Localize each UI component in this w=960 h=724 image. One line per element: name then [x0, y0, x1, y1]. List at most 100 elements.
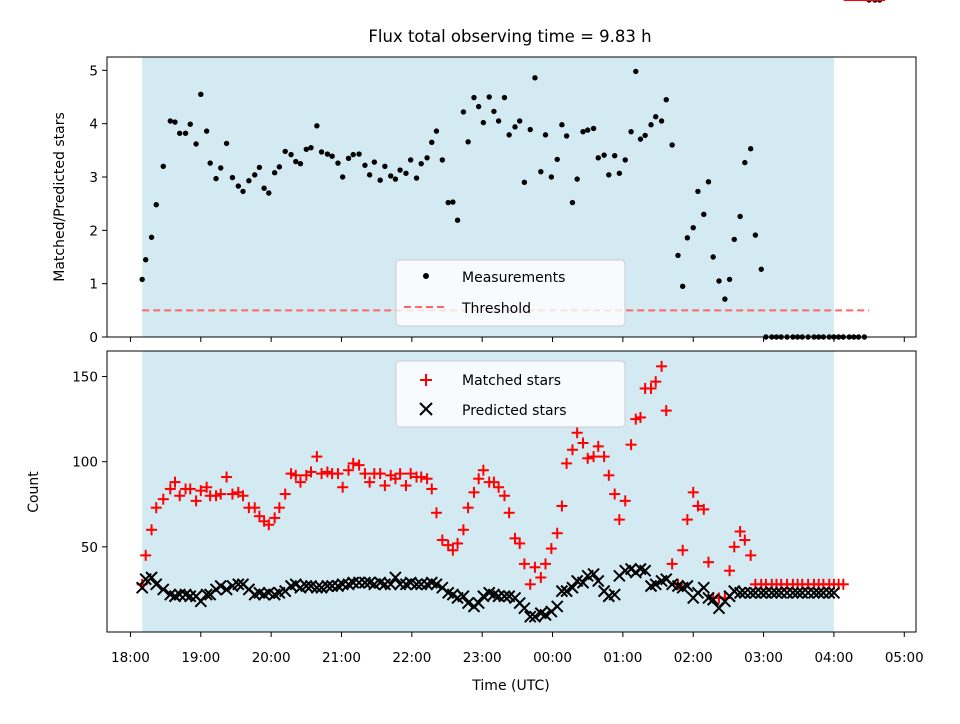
matched-star-point	[430, 507, 442, 519]
measurement-point	[382, 163, 388, 170]
measurement-point	[521, 179, 528, 186]
matched-star-point	[462, 502, 474, 514]
matched-star-point	[666, 558, 678, 570]
matched-star-point	[285, 468, 297, 480]
predicted-star-point	[744, 586, 757, 600]
measurement-point	[182, 130, 189, 136]
measurement-point	[554, 156, 560, 163]
matched-star-point	[150, 502, 162, 514]
measurement-point	[471, 94, 477, 101]
measurement-point	[429, 139, 435, 146]
measurement-point	[475, 103, 482, 110]
matched-star-point	[681, 514, 693, 526]
measurement-point	[142, 256, 149, 263]
measurement-point	[293, 158, 299, 165]
measurement-point	[198, 91, 204, 98]
predicted-star-point	[389, 571, 402, 584]
predicted-star-point	[566, 581, 579, 594]
measurement-point	[350, 151, 356, 158]
predicted-star-point	[791, 586, 804, 600]
measurement-point	[653, 114, 659, 120]
top-y-axis: 0 1 2 3 4 5	[89, 63, 107, 346]
predicted-star-point	[638, 564, 652, 577]
matched-star-point	[457, 524, 469, 536]
matched-star-point	[692, 500, 704, 512]
predicted-star-point	[765, 586, 778, 600]
measurement-point	[633, 68, 639, 75]
measurement-point	[223, 140, 230, 147]
measurement-point	[675, 252, 681, 259]
predicted-star-point	[801, 586, 815, 600]
matched-star-point	[426, 483, 438, 495]
matched-star-point	[157, 493, 169, 505]
measurement-point	[460, 109, 467, 115]
measurement-point	[356, 151, 362, 157]
measurement-point	[450, 199, 456, 205]
matched-star-point	[561, 457, 573, 469]
measurement-point	[235, 183, 242, 189]
matched-star-point	[698, 503, 710, 515]
matched-star-point	[539, 558, 551, 570]
predicted-star-point	[135, 581, 149, 594]
matched-star-point	[625, 439, 637, 451]
matched-star-point	[498, 490, 510, 502]
legend-matched-label: Matched stars	[462, 373, 561, 389]
matched-star-point	[514, 537, 526, 549]
matched-star-point	[364, 476, 376, 488]
measurement-point	[486, 94, 492, 100]
measurement-point	[611, 152, 618, 159]
measurement-point	[559, 122, 565, 128]
matched-star-point	[473, 473, 485, 485]
predicted-star-point	[560, 584, 573, 598]
predicted-star-point	[592, 574, 605, 588]
measurement-point	[314, 123, 320, 129]
matched-star-point	[745, 549, 757, 561]
predicted-star-point	[378, 578, 392, 591]
measurement-point	[663, 96, 669, 103]
matched-star-point	[447, 544, 459, 556]
top-axes-frame	[106, 56, 917, 338]
measurement-point	[716, 278, 722, 284]
predicted-star-point	[461, 596, 475, 610]
matched-star-point	[488, 476, 500, 488]
matched-star-point	[650, 376, 662, 388]
chart-title: Flux total observing time = 9.83 h	[368, 27, 651, 46]
top-y-axis-label: Matched/Predicted stars	[52, 112, 68, 282]
predicted-star-point	[393, 578, 407, 591]
matched-star-point	[529, 561, 541, 573]
measurement-point	[203, 128, 210, 134]
matched-star-point	[619, 495, 631, 507]
matched-star-point	[503, 507, 515, 519]
predicted-star-point	[812, 586, 825, 600]
matched-star-point	[273, 502, 285, 514]
x-tick-label: 21:00	[322, 650, 361, 666]
measurement-point	[329, 153, 335, 159]
matched-star-point	[452, 537, 464, 549]
matched-star-point	[582, 452, 594, 464]
measurement-point	[517, 118, 523, 124]
predicted-star-point	[770, 586, 783, 600]
predicted-star-point	[457, 590, 470, 603]
predicted-star-point	[539, 608, 552, 622]
legend-matched-marker	[420, 374, 432, 386]
measurement-point	[710, 254, 716, 260]
measurement-point	[246, 178, 252, 184]
matched-star-point	[415, 471, 427, 483]
measurement-point	[637, 136, 644, 142]
top-panel: 0 1 2 3 4 5 Matched/Predicted stars Measureme…	[52, 0, 917, 346]
predicted-star-point	[150, 578, 163, 591]
measurement-point	[585, 127, 591, 133]
predicted-star-point	[681, 579, 694, 593]
matched-star-point	[477, 464, 489, 476]
predicted-star-point	[786, 586, 800, 600]
measurement-point	[153, 202, 159, 208]
matched-star-point	[545, 543, 557, 555]
matched-star-point	[353, 459, 365, 471]
legend-predicted-label: Predicted stars	[462, 403, 567, 419]
measurement-point	[413, 175, 420, 181]
measurement-point	[684, 235, 691, 241]
measurement-point	[491, 108, 497, 115]
matched-star-point	[535, 572, 547, 584]
measurement-point	[726, 276, 733, 283]
